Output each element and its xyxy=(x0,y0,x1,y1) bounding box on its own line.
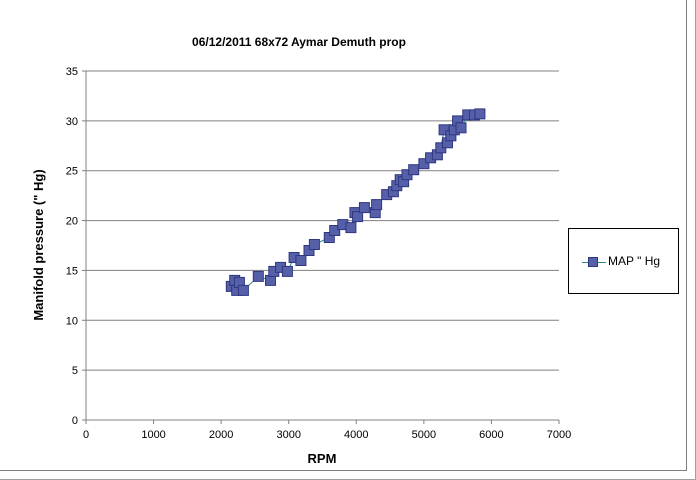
y-tick-label: 35 xyxy=(66,66,78,78)
data-point xyxy=(345,222,357,234)
frame-border-right xyxy=(686,0,687,470)
y-tick-label: 15 xyxy=(66,265,78,277)
data-point xyxy=(474,108,486,120)
y-tick-label: 5 xyxy=(72,365,78,377)
x-tick-label: 3000 xyxy=(276,429,300,441)
x-tick-label: 5000 xyxy=(412,429,436,441)
legend-marker-swatch xyxy=(588,257,598,267)
x-tick-label: 1000 xyxy=(141,429,165,441)
y-axis-label: Manifold pressure (" Hg) xyxy=(31,169,46,320)
data-point xyxy=(455,122,467,134)
data-point xyxy=(329,225,341,236)
x-tick-label: 2000 xyxy=(209,429,233,441)
data-point xyxy=(237,284,249,296)
y-tick-label: 20 xyxy=(66,216,78,228)
data-point xyxy=(418,158,430,170)
series-layer xyxy=(225,108,486,296)
data-point xyxy=(358,202,370,214)
data-point xyxy=(281,265,293,277)
data-point xyxy=(352,211,364,223)
x-axis-label: RPM xyxy=(308,451,337,466)
data-point xyxy=(308,239,320,250)
legend-label: MAP " Hg xyxy=(608,254,661,268)
legend: MAP " Hg xyxy=(568,228,679,294)
data-point xyxy=(371,199,383,211)
x-tick-label: 0 xyxy=(83,429,89,441)
chart-title: 06/12/2011 68x72 Aymar Demuth prop xyxy=(192,35,406,49)
x-tick-label: 4000 xyxy=(344,429,368,441)
x-tick-label: 6000 xyxy=(479,429,503,441)
y-tick-label: 10 xyxy=(66,315,78,327)
grid-layer xyxy=(86,70,559,371)
y-tick-label: 25 xyxy=(66,166,78,178)
y-tick-label: 0 xyxy=(72,415,78,427)
data-point xyxy=(295,255,307,266)
axes-layer: 0 5 10 15 20 25 30 35 0 1000 2000 3000 4000 5000 6000 7… xyxy=(66,66,571,441)
x-tick-label: 7000 xyxy=(547,429,571,441)
y-tick-label: 30 xyxy=(66,116,78,128)
data-point xyxy=(252,270,264,282)
data-point xyxy=(408,164,420,176)
frame-border-bottom xyxy=(0,470,687,471)
